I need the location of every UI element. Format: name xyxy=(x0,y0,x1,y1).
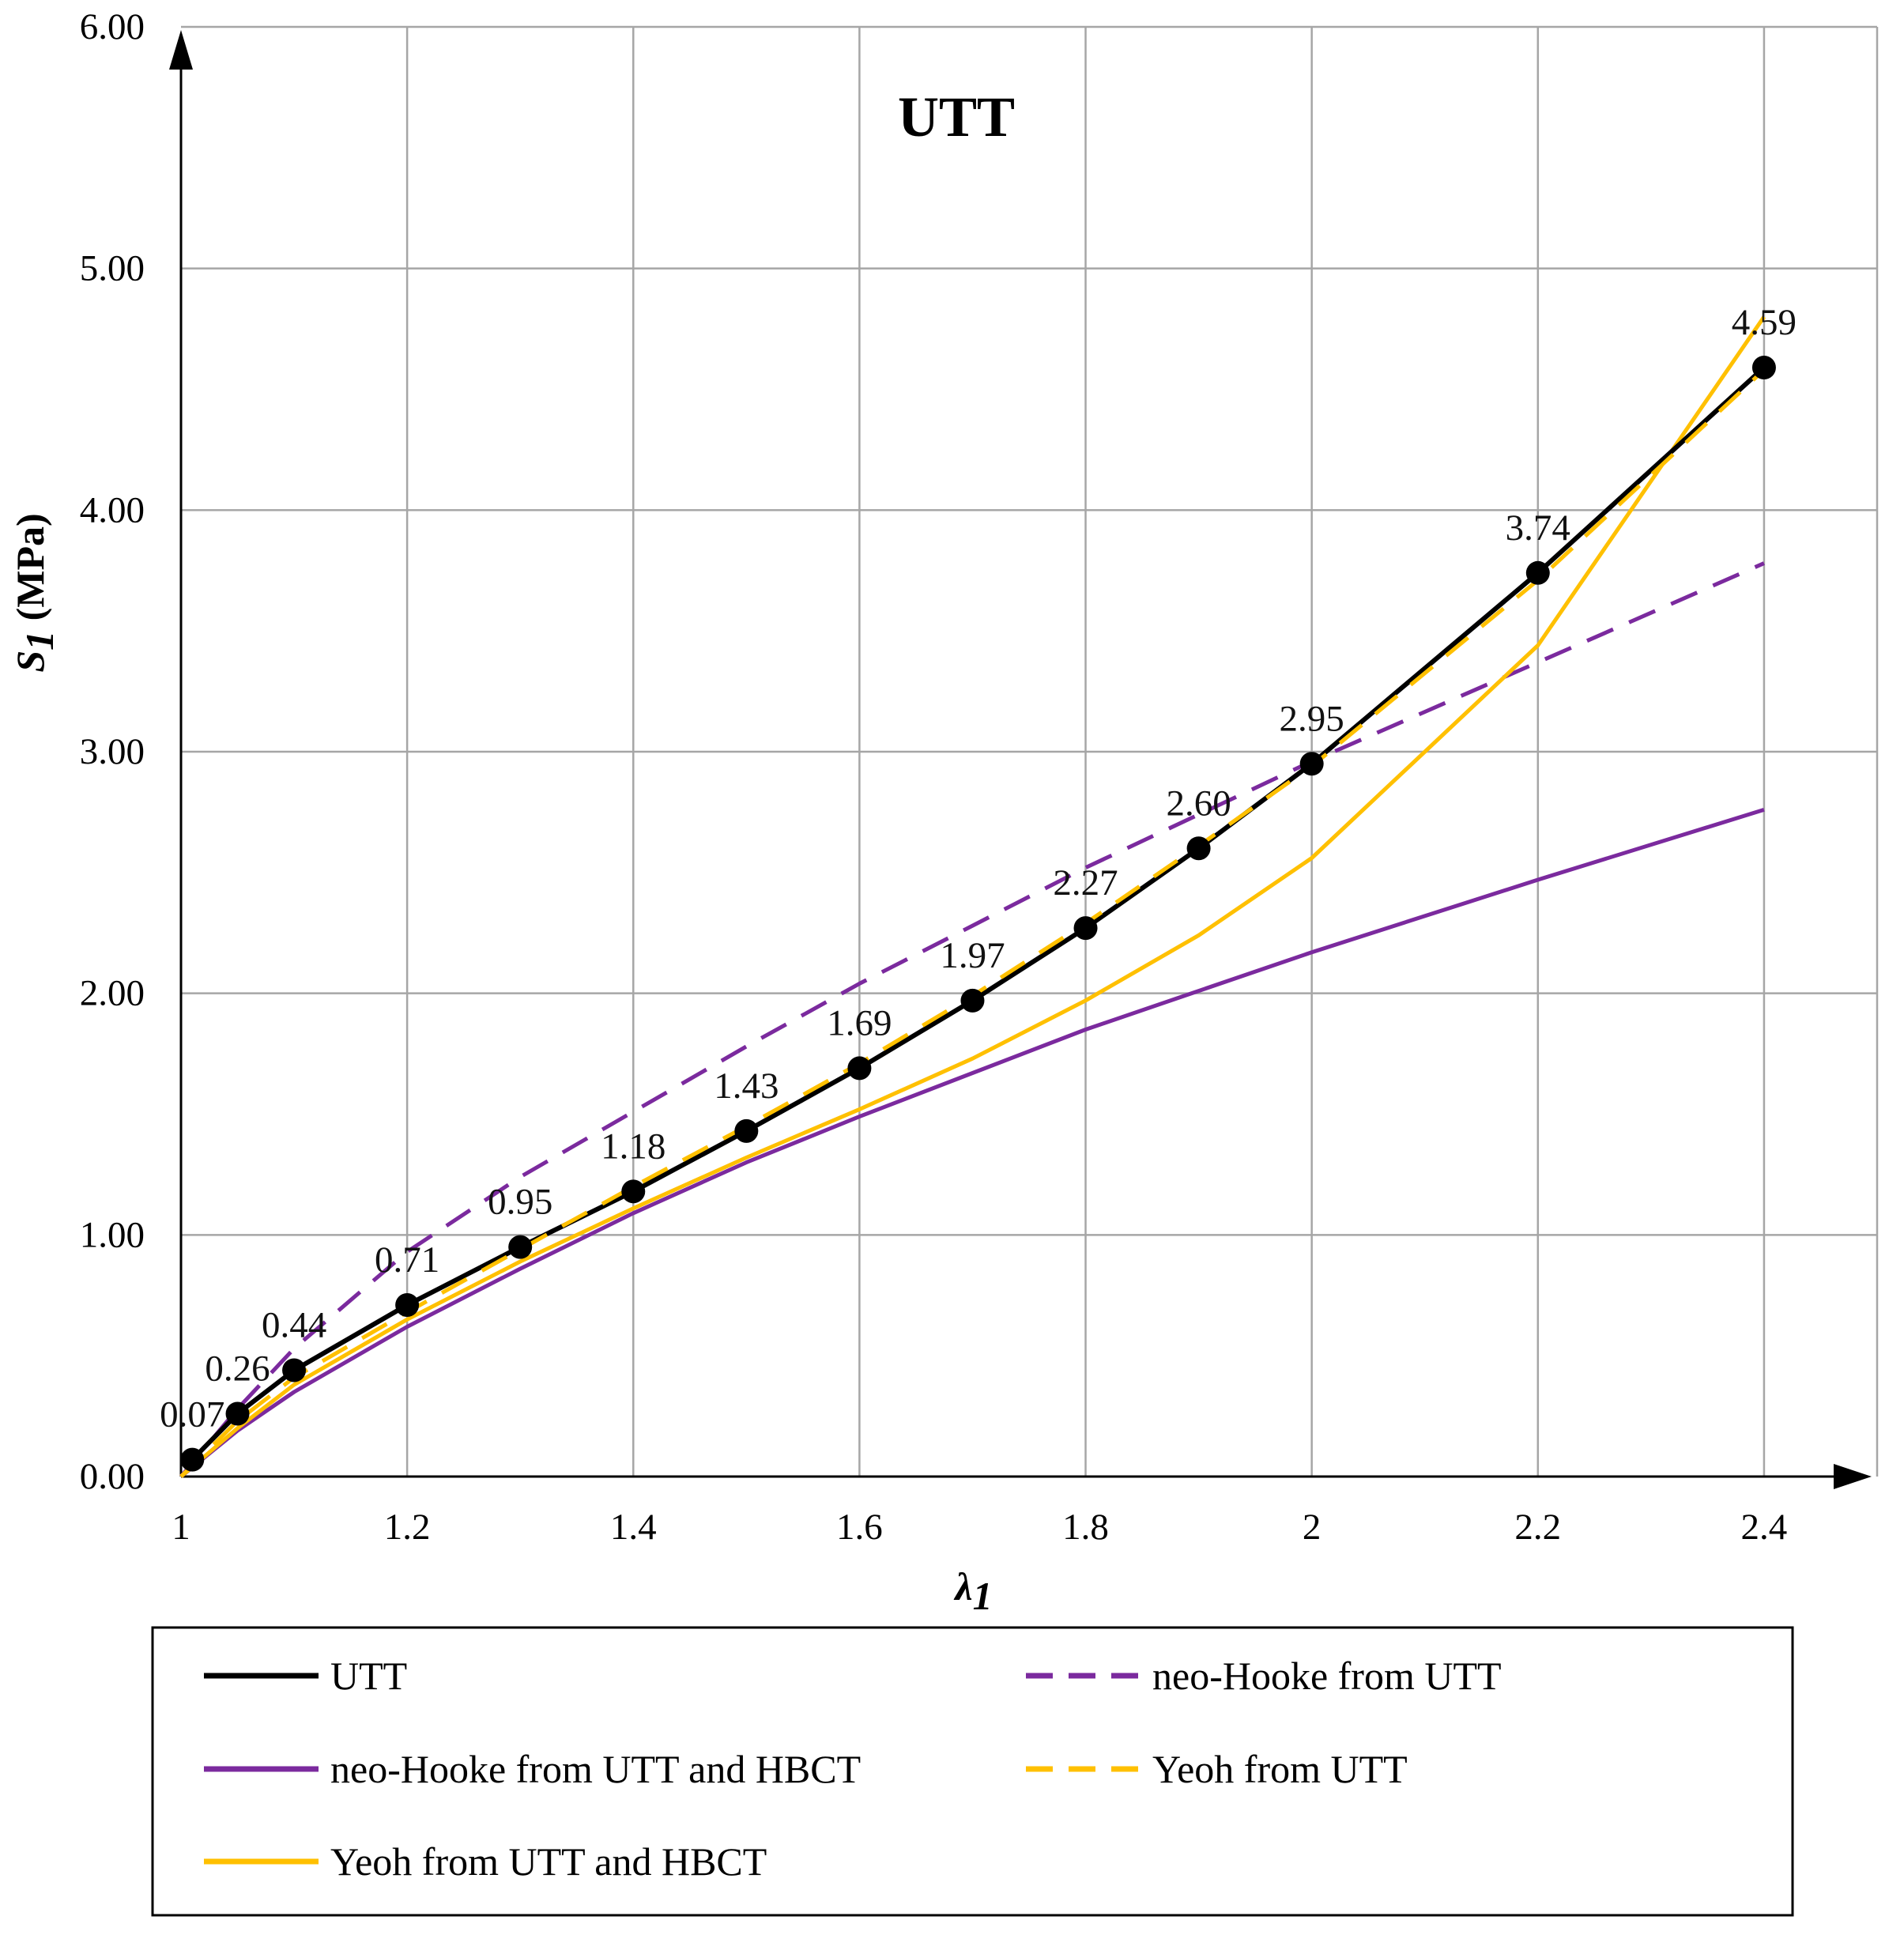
series-line-yeoh-from-utt-and-hbct xyxy=(179,315,1766,1478)
data-label: 1.43 xyxy=(714,1066,779,1107)
x-tick-label: 2 xyxy=(1303,1507,1321,1548)
data-label: 2.95 xyxy=(1280,698,1344,739)
data-point-marker xyxy=(621,1179,646,1204)
legend-item: neo-Hooke from UTT xyxy=(1026,1654,1502,1698)
legend-label: UTT xyxy=(330,1654,407,1698)
data-label: 1.97 xyxy=(940,935,1005,976)
legend-label: Yeoh from UTT xyxy=(1152,1747,1408,1791)
x-tick-label: 2.4 xyxy=(1741,1507,1788,1548)
data-point-marker xyxy=(1186,836,1211,861)
x-tick-label: 1 xyxy=(172,1507,190,1548)
y-tick-label: 6.00 xyxy=(80,6,145,47)
chart-title: UTT xyxy=(898,85,1015,149)
y-axis-arrow-icon xyxy=(169,30,193,70)
data-label: 2.60 xyxy=(1166,783,1231,824)
legend-label: neo-Hooke from UTT xyxy=(1152,1654,1502,1698)
data-label: 2.27 xyxy=(1053,862,1118,903)
x-axis-label: λ1 xyxy=(953,1564,992,1618)
data-point-marker xyxy=(1525,560,1550,585)
data-point-marker xyxy=(508,1235,533,1259)
data-label: 0.44 xyxy=(262,1305,326,1346)
series-line-neo-hooke-from-utt xyxy=(179,561,1765,1478)
y-axis-label-symbol: S xyxy=(8,651,52,673)
markers xyxy=(180,355,1776,1472)
data-point-marker xyxy=(1751,355,1776,379)
legend-items: UTT neo-Hooke from UTT neo-Hooke from UTT … xyxy=(204,1654,1502,1884)
y-tick-label: 2.00 xyxy=(80,973,145,1014)
y-tick-label: 3.00 xyxy=(80,731,145,772)
data-point-marker xyxy=(960,988,985,1013)
grid xyxy=(181,25,1879,1477)
legend-label: Yeoh from UTT and HBCT xyxy=(330,1839,767,1884)
legend-item: neo-Hooke from UTT and HBCT xyxy=(204,1747,861,1791)
data-point-marker xyxy=(847,1056,872,1081)
series-line-utt xyxy=(190,365,1766,1462)
x-tick-label: 1.8 xyxy=(1062,1507,1109,1548)
tick-labels: 0.00 1.00 2.00 3.00 4.00 5.00 6.00 1 1.2 1.4 1.6 1.… xyxy=(80,6,1788,1548)
data-label: 1.69 xyxy=(827,1002,892,1043)
data-point-marker xyxy=(395,1292,420,1317)
x-axis-label-subscript: 1 xyxy=(973,1574,993,1618)
data-label: 1.18 xyxy=(601,1126,665,1167)
data-label: 3.74 xyxy=(1506,507,1570,549)
y-axis-label-unit: (MPa) xyxy=(8,513,52,631)
axes xyxy=(169,30,1872,1489)
y-tick-label: 5.00 xyxy=(80,248,145,289)
y-tick-label: 1.00 xyxy=(80,1214,145,1255)
legend-box xyxy=(151,1626,1794,1917)
data-label: 4.59 xyxy=(1732,302,1797,343)
x-axis-arrow-icon xyxy=(1834,1464,1872,1489)
y-tick-label: 4.00 xyxy=(80,489,145,530)
legend-item: Yeoh from UTT and HBCT xyxy=(204,1839,767,1884)
legend-item: Yeoh from UTT xyxy=(1026,1747,1408,1791)
data-point-marker xyxy=(1299,752,1324,776)
x-tick-label: 1.4 xyxy=(610,1507,657,1548)
data-label: 0.71 xyxy=(375,1239,439,1281)
legend-item: UTT xyxy=(204,1654,407,1698)
series-line-neo-hooke-from-utt-and-hbct xyxy=(179,808,1765,1478)
data-labels: 0.070.260.44 0.71 0.95 1.18 1.43 1.69 1.97 2.27… xyxy=(160,302,1797,1435)
x-axis-label-symbol: λ xyxy=(953,1564,972,1609)
data-label: 0.26 xyxy=(205,1348,270,1390)
data-point-marker xyxy=(282,1358,307,1382)
data-point-marker xyxy=(734,1118,759,1143)
x-tick-label: 2.2 xyxy=(1514,1507,1561,1548)
legend: UTT neo-Hooke from UTT neo-Hooke from UTT … xyxy=(151,1626,1794,1917)
data-point-marker xyxy=(180,1447,205,1472)
y-axis-label: S1 (MPa) xyxy=(8,513,62,672)
legend-label: neo-Hooke from UTT and HBCT xyxy=(330,1747,861,1791)
data-label: 0.95 xyxy=(488,1182,552,1223)
data-point-marker xyxy=(1073,916,1098,941)
y-tick-label: 0.00 xyxy=(80,1456,145,1497)
data-point-marker xyxy=(225,1401,250,1426)
series xyxy=(179,315,1766,1478)
data-label: 0.07 xyxy=(160,1394,224,1435)
y-axis-label-subscript: 1 xyxy=(17,631,62,651)
x-tick-label: 1.6 xyxy=(836,1507,883,1548)
x-tick-label: 1.2 xyxy=(384,1507,431,1548)
